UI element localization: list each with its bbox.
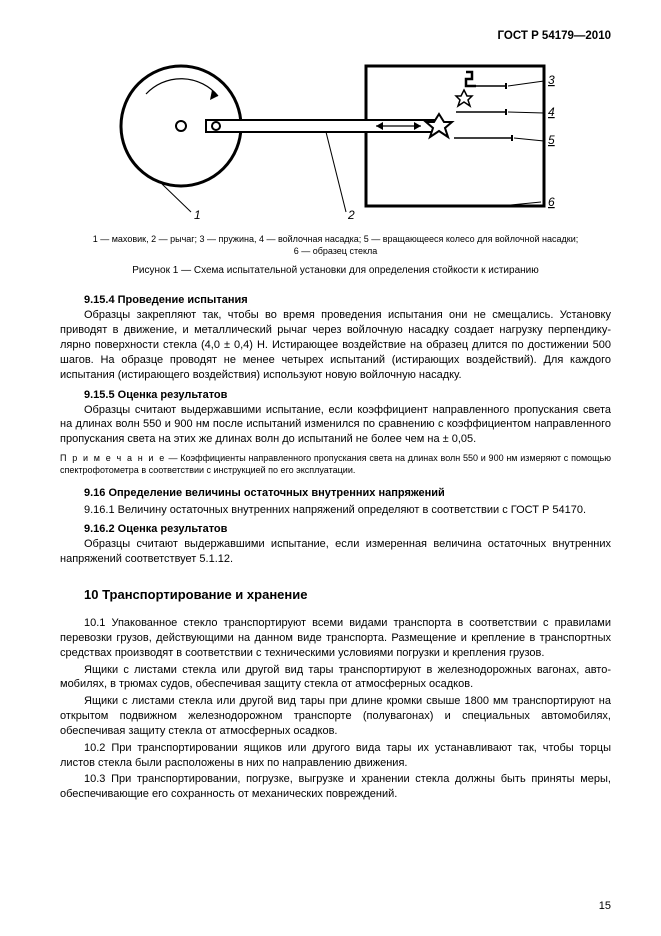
para-9-15-5-1: Образцы считают выдержавшими испытание, … — [60, 403, 611, 448]
legend-line-1: 1 — маховик, 2 — рычаг; 3 — пружина, 4 —… — [93, 234, 579, 244]
diagram-label-4: 4 — [548, 105, 555, 119]
page: ГОСТ Р 54179—2010 — [0, 0, 661, 936]
para-9-16-2-1: Образцы считают выдержавшими испытание, … — [60, 537, 611, 567]
diagram-label-2: 2 — [347, 208, 355, 222]
para-9-15-4-1: Образцы закрепляют так, чтобы во время п… — [60, 308, 611, 382]
para-10-2: 10.2 При транспортировании ящиков или др… — [60, 741, 611, 771]
diagram-legend: 1 — маховик, 2 — рычаг; 3 — пружина, 4 —… — [60, 234, 611, 257]
heading-9-16: 9.16 Определение величины остаточных вну… — [60, 487, 611, 499]
note-label: П р и м е ч а н и е — [60, 453, 166, 463]
para-10-1b: Ящики с листами стекла или другой вид та… — [60, 663, 611, 693]
diagram-caption: Рисунок 1 — Схема испытательной установк… — [60, 265, 611, 276]
para-10-3: 10.3 При транспортировании, погрузке, вы… — [60, 772, 611, 802]
heading-9-15-4: 9.15.4 Проведение испытания — [60, 294, 611, 306]
para-9-16-1: 9.16.1 Величину остаточных внутренних на… — [60, 503, 611, 518]
page-number: 15 — [599, 900, 611, 912]
heading-10: 10 Транспортирование и хранение — [84, 587, 611, 602]
diagram-label-5: 5 — [548, 133, 555, 147]
diagram-label-1: 1 — [194, 208, 201, 222]
para-10-1: 10.1 Упакованное стекло транспортируют в… — [60, 616, 611, 661]
diagram-label-3: 3 — [548, 73, 555, 87]
para-10-1c: Ящики с листами стекла или другой вид та… — [60, 694, 611, 739]
doc-header: ГОСТ Р 54179—2010 — [60, 30, 611, 42]
test-apparatus-diagram: 1 2 3 4 5 6 — [76, 54, 596, 224]
heading-9-16-2: 9.16.2 Оценка результатов — [60, 523, 611, 535]
heading-9-15-5: 9.15.5 Оценка результатов — [60, 389, 611, 401]
note-9-15-5: П р и м е ч а н и е — Коэффициенты напра… — [60, 453, 611, 476]
legend-line-2: 6 — образец стекла — [294, 246, 378, 256]
diagram-label-6: 6 — [548, 195, 555, 209]
